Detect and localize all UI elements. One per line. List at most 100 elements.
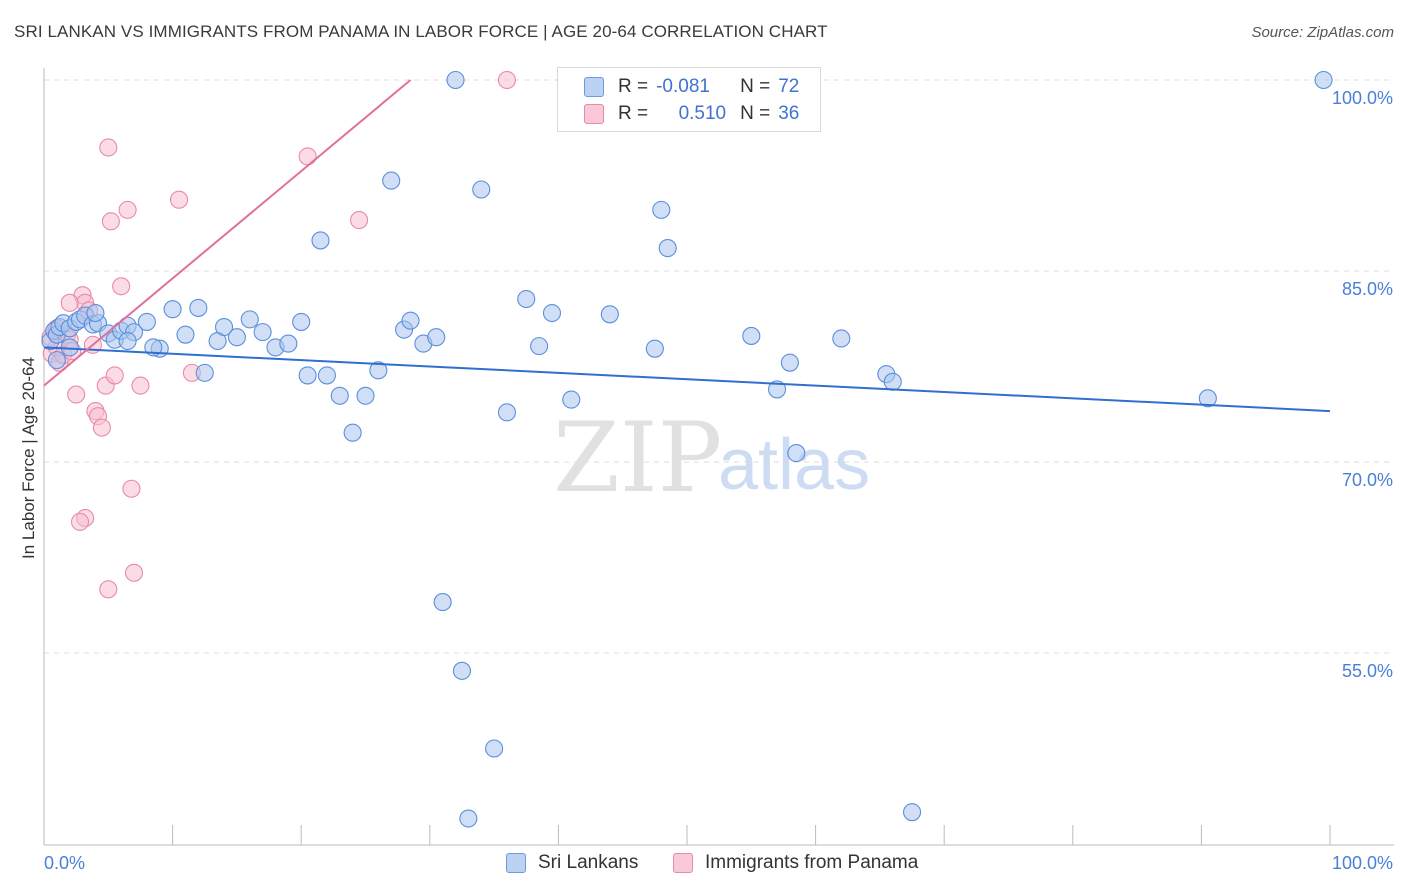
point-srilankan (118, 331, 137, 351)
point-srilankan (356, 386, 375, 405)
point-srilankan (1198, 389, 1217, 408)
legend-n-value: 36 (778, 103, 800, 124)
point-srilankan (472, 180, 491, 199)
point-srilankan (227, 328, 246, 347)
point-srilankan (369, 361, 388, 380)
point-srilankan (86, 303, 105, 323)
legend-r-label: R = (618, 103, 649, 124)
point-srilankan (883, 372, 902, 391)
legend-r-value: -0.081 (656, 76, 710, 97)
legend-swatch-pink (584, 104, 604, 124)
watermark: ZIP atlas (553, 402, 870, 514)
legend-row-srilankans: R = -0.081 N = 72 (584, 75, 799, 99)
point-srilankan (311, 231, 330, 250)
point-srilankan (253, 323, 272, 342)
axes (43, 68, 1394, 846)
point-srilankan (1314, 70, 1333, 90)
point-srilankan (382, 171, 401, 190)
point-panama (99, 580, 118, 599)
y-tick-label: 100.0% (1332, 88, 1393, 108)
legend-label-srilankans: Sri Lankans (538, 852, 639, 873)
point-srilankan (542, 303, 562, 323)
point-panama (298, 147, 317, 166)
point-srilankan (902, 803, 922, 822)
point-srilankan (497, 403, 517, 422)
point-srilankan (189, 298, 208, 317)
point-panama (169, 190, 189, 209)
point-panama (122, 479, 141, 498)
point-srilankan (330, 386, 349, 405)
point-panama (60, 293, 79, 312)
legend-n-value: 72 (778, 76, 800, 97)
y-tick-label: 55.0% (1342, 661, 1393, 681)
point-panama (350, 211, 369, 230)
point-panama (118, 200, 137, 219)
point-srilankan (780, 353, 799, 372)
point-srilankan (176, 325, 195, 344)
series-srilankan-points (41, 70, 1333, 828)
watermark-zip: ZIP (553, 402, 722, 514)
point-srilankan (195, 363, 214, 382)
point-srilankan (298, 366, 317, 385)
point-srilankan (517, 289, 536, 309)
point-panama (112, 277, 131, 296)
point-srilankan (652, 200, 671, 219)
point-srilankan (240, 310, 259, 329)
point-panama (92, 418, 111, 437)
source-credit: Source: ZipAtlas.com (1251, 24, 1394, 41)
point-panama (105, 366, 124, 385)
point-srilankan (427, 328, 446, 347)
legend-swatch-blue (584, 77, 604, 97)
point-srilankan (292, 312, 311, 331)
legend-n-label: N = (740, 76, 771, 97)
tick-labels: 55.0% 70.0% 85.0% 100.0% 0.0% 100.0% (44, 88, 1393, 873)
point-srilankan (645, 339, 664, 358)
point-panama (99, 138, 118, 157)
point-srilankan (433, 593, 452, 612)
point-srilankan (452, 661, 472, 680)
y-axis-label: In Labor Force | Age 20-64 (19, 357, 38, 559)
gridlines (44, 79, 1394, 654)
series-legend: Sri Lankans Immigrants from Panama (0, 852, 1406, 878)
point-srilankan (787, 444, 806, 463)
point-panama (124, 563, 144, 582)
point-panama (497, 70, 517, 90)
point-srilankan (658, 239, 677, 258)
y-tick-label: 85.0% (1342, 279, 1393, 299)
point-srilankan (485, 739, 504, 758)
legend-row-panama: R = 0.510 N = 36 (584, 102, 799, 126)
point-srilankan (401, 311, 420, 330)
watermark-atlas: atlas (718, 425, 870, 505)
legend-n-label: N = (740, 103, 771, 124)
chart-title: SRI LANKAN VS IMMIGRANTS FROM PANAMA IN … (14, 22, 828, 41)
legend-swatch-blue (506, 853, 526, 873)
legend-item-panama: Immigrants from Panama (673, 852, 918, 874)
point-srilankan (530, 337, 549, 356)
point-srilankan (832, 329, 851, 348)
point-srilankan (214, 317, 234, 337)
x-tick-label-max: 100.0% (1332, 853, 1393, 873)
trendline-srilankans (43, 346, 1331, 413)
point-srilankan (446, 70, 465, 90)
point-srilankan (47, 351, 66, 370)
point-srilankan (163, 300, 182, 319)
point-srilankan (279, 334, 298, 353)
point-panama (131, 376, 150, 395)
legend-r-value: 0.510 (678, 103, 727, 124)
point-panama (67, 385, 86, 404)
point-srilankan (343, 423, 362, 442)
y-tick-label: 70.0% (1342, 470, 1393, 490)
x-tick-label-min: 0.0% (44, 853, 85, 873)
point-srilankan (767, 380, 787, 399)
point-srilankan (600, 305, 619, 324)
legend-swatch-pink (673, 853, 693, 873)
trendline-panama (43, 79, 412, 387)
trendlines (43, 79, 1331, 413)
point-panama (101, 212, 120, 231)
point-srilankan (317, 366, 336, 385)
stats-legend: R = -0.081 N = 72 R = 0.510 N = 36 (557, 67, 821, 132)
point-srilankan (137, 312, 156, 331)
legend-r-label: R = (618, 76, 649, 97)
point-srilankan (562, 390, 581, 409)
